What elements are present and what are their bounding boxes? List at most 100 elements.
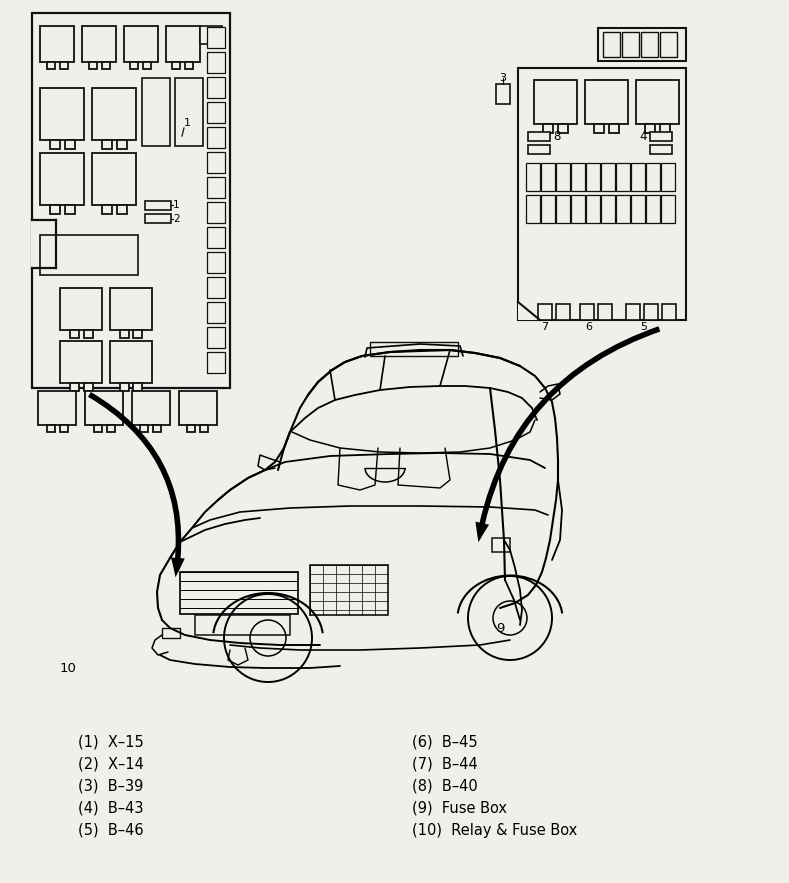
Text: 9: 9 [495,622,504,635]
Bar [556,304,570,320]
Bar [145,214,171,223]
Bar [616,195,630,223]
Bar [616,163,630,191]
Text: (10)  Relay & Fuse Box: (10) Relay & Fuse Box [412,822,578,837]
Text: 3: 3 [499,73,507,83]
Polygon shape [518,302,540,320]
Bar [541,163,555,191]
Bar [207,52,225,73]
Bar [571,195,585,223]
Bar [526,195,540,223]
Bar [556,163,570,191]
Bar [200,26,222,44]
Bar [207,302,225,323]
Bar [50,140,59,149]
Text: 1: 1 [184,118,191,128]
Bar [195,615,290,635]
Bar [31,220,57,268]
Bar [92,88,136,140]
Bar [646,163,660,191]
Bar [528,132,550,141]
Text: (3)  B–39: (3) B–39 [78,779,144,794]
Bar [661,163,675,191]
Bar [661,195,675,223]
Bar [133,383,143,391]
Bar [47,62,54,69]
Bar [631,195,645,223]
Text: 4: 4 [640,131,647,144]
Text: 10: 10 [59,661,77,675]
Bar [650,145,672,154]
Bar [207,352,225,373]
Bar [32,13,230,388]
Bar [132,391,170,425]
Bar [110,341,152,383]
Text: (7)  B–44: (7) B–44 [412,757,478,772]
Text: 7: 7 [541,322,548,332]
Bar [207,127,225,148]
FancyArrowPatch shape [88,392,185,577]
Bar [644,304,658,320]
Bar [162,628,180,638]
Bar [310,565,388,615]
Bar [496,84,510,104]
Bar [140,425,148,432]
Text: 5: 5 [641,322,648,332]
Bar [102,62,110,69]
Bar [188,425,196,432]
Bar [207,277,225,298]
Bar [594,124,604,133]
Bar [603,32,620,57]
Bar [144,62,151,69]
Bar [207,177,225,198]
Bar [50,205,59,214]
Bar [598,28,686,61]
Bar [580,304,594,320]
Text: 2: 2 [173,214,180,224]
Bar [492,538,510,552]
Bar [645,124,655,133]
Text: (1)  X–15: (1) X–15 [78,735,144,750]
Bar [60,341,102,383]
Bar [556,195,570,223]
Bar [179,391,217,425]
Bar [207,102,225,123]
Bar [69,383,78,391]
Bar [173,62,181,69]
Bar [586,195,600,223]
Bar [207,27,225,48]
Bar [102,205,111,214]
Bar [82,26,116,62]
Bar [142,78,170,146]
Bar [94,425,102,432]
Bar [207,327,225,348]
Bar [543,124,553,133]
Bar [102,140,111,149]
Text: (8)  B–40: (8) B–40 [412,779,478,794]
Bar [119,383,129,391]
Bar [601,163,615,191]
Text: 6: 6 [585,322,593,332]
Bar [110,288,152,330]
Bar [119,330,129,338]
Bar [538,304,552,320]
Bar [609,124,619,133]
Bar [65,205,74,214]
Text: (9)  Fuse Box: (9) Fuse Box [412,801,507,816]
Bar [40,88,84,140]
Bar [526,163,540,191]
Text: 1: 1 [173,200,180,210]
Bar [370,342,458,356]
Bar [660,32,677,57]
Bar [660,124,670,133]
Bar [166,26,200,62]
Bar [601,195,615,223]
Bar [585,80,628,124]
Bar [207,202,225,223]
Text: (5)  B–46: (5) B–46 [78,822,144,837]
Bar [207,227,225,248]
Bar [40,235,138,275]
Bar [622,32,639,57]
Bar [662,304,676,320]
Bar [107,425,114,432]
